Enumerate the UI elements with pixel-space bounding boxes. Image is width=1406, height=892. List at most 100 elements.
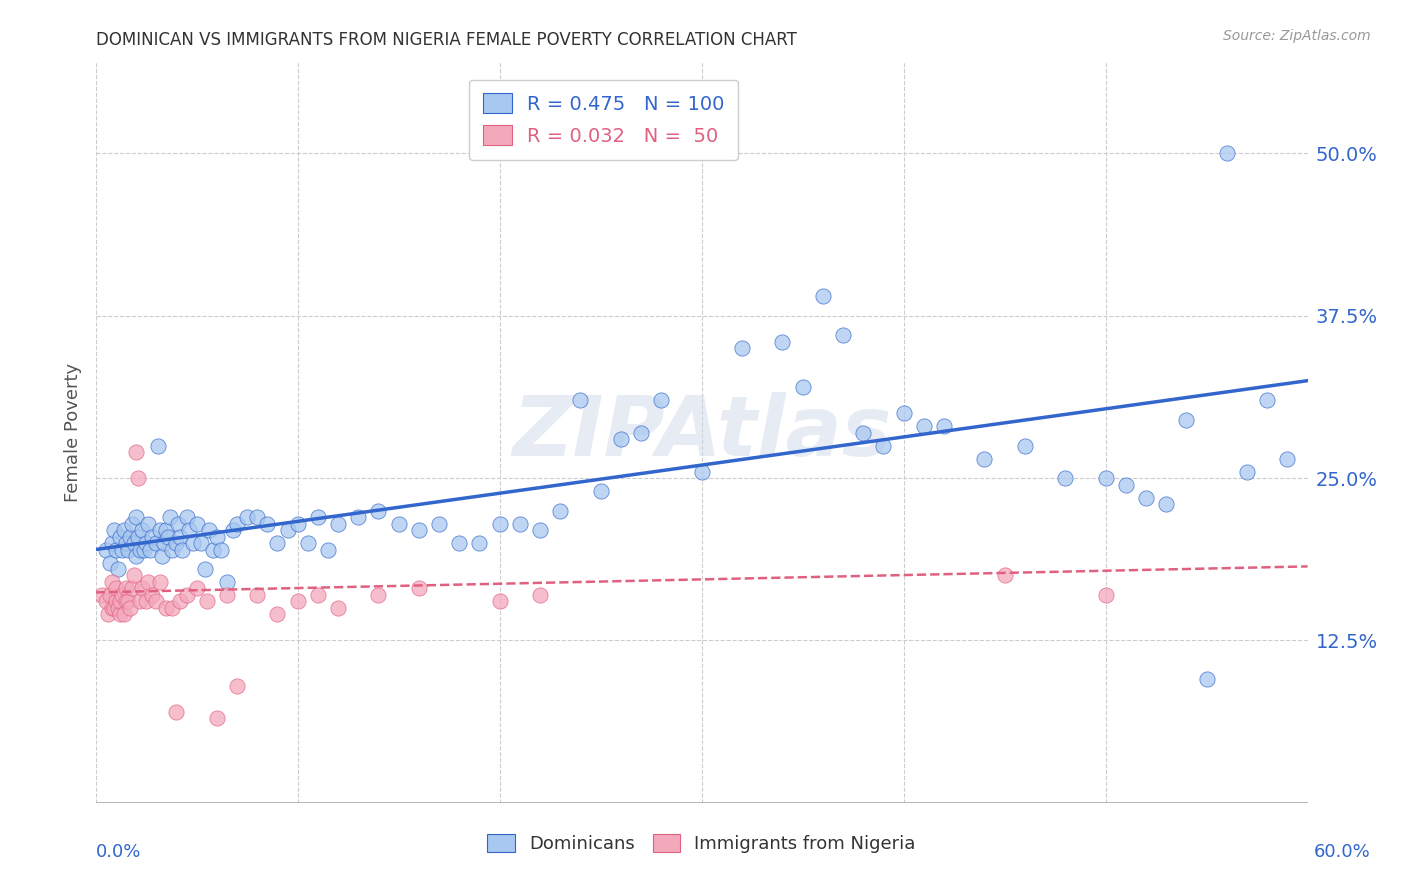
Point (1054, 471, 1077, 485)
Point (973, 451, 995, 466)
Point (165, 536, 187, 550)
Point (872, 439, 894, 453)
Point (932, 419, 955, 434)
Point (1277, 451, 1299, 466)
Point (118, 529, 141, 543)
Point (136, 574, 159, 589)
Point (104, 542, 127, 557)
Point (162, 542, 184, 557)
Point (136, 516, 159, 531)
Point (111, 588, 134, 602)
Point (347, 510, 370, 524)
Point (121, 516, 143, 531)
Point (172, 542, 194, 557)
Point (690, 465, 713, 479)
Point (176, 510, 198, 524)
Point (215, 574, 238, 589)
Point (141, 588, 163, 602)
Point (169, 529, 191, 543)
Point (770, 334, 793, 349)
Point (316, 542, 339, 557)
Point (205, 711, 228, 725)
Point (1256, 393, 1278, 408)
Point (201, 542, 224, 557)
Point (107, 601, 129, 615)
Point (157, 529, 180, 543)
Point (125, 445, 148, 459)
Point (236, 510, 259, 524)
Point (135, 536, 157, 550)
Point (205, 529, 228, 543)
Point (408, 523, 430, 537)
Point (153, 536, 176, 550)
Point (100, 536, 122, 550)
Point (159, 510, 181, 524)
Point (589, 484, 612, 499)
Point (287, 516, 309, 531)
Point (488, 516, 510, 531)
Point (1154, 497, 1177, 511)
Point (468, 536, 491, 550)
Point (449, 536, 471, 550)
Point (155, 601, 177, 615)
Point (108, 594, 131, 608)
Point (1175, 412, 1198, 426)
Text: DOMINICAN VS IMMIGRANTS FROM NIGERIA FEMALE POVERTY CORRELATION CHART: DOMINICAN VS IMMIGRANTS FROM NIGERIA FEM… (96, 31, 796, 49)
Point (893, 406, 915, 420)
Point (98, 556, 121, 570)
Point (427, 516, 450, 531)
Point (127, 471, 149, 485)
Point (129, 594, 152, 608)
Point (150, 549, 173, 563)
Point (118, 601, 141, 615)
Point (852, 425, 875, 440)
Point (388, 516, 411, 531)
Point (148, 439, 170, 453)
Point (190, 536, 212, 550)
Point (256, 516, 278, 531)
Point (122, 536, 145, 550)
Point (529, 588, 551, 602)
Point (100, 601, 122, 615)
Point (104, 594, 127, 608)
Point (488, 594, 510, 608)
Point (731, 341, 754, 355)
Point (276, 523, 298, 537)
Point (131, 523, 153, 537)
Point (792, 380, 814, 394)
Point (149, 523, 172, 537)
Point (107, 562, 129, 576)
Point (100, 574, 122, 589)
Point (630, 425, 652, 440)
Point (108, 607, 131, 622)
Point (650, 393, 672, 408)
Point (103, 523, 125, 537)
Point (162, 601, 184, 615)
Text: ZIPAtlas: ZIPAtlas (512, 392, 891, 473)
Point (98, 588, 121, 602)
Point (186, 582, 208, 596)
Point (131, 582, 153, 596)
Point (246, 510, 269, 524)
Point (226, 516, 249, 531)
Point (111, 542, 134, 557)
Point (115, 594, 138, 608)
Point (1135, 491, 1157, 505)
Point (226, 679, 249, 693)
Point (176, 588, 198, 602)
Point (811, 289, 834, 303)
Point (141, 529, 163, 543)
Point (121, 582, 143, 596)
Point (167, 516, 190, 531)
Point (145, 594, 167, 608)
Point (222, 523, 245, 537)
Point (108, 529, 131, 543)
Point (287, 594, 309, 608)
Point (103, 601, 125, 615)
Point (326, 516, 349, 531)
Point (1236, 465, 1258, 479)
Point (307, 588, 329, 602)
Point (115, 536, 138, 550)
Point (832, 328, 855, 343)
Point (307, 510, 329, 524)
